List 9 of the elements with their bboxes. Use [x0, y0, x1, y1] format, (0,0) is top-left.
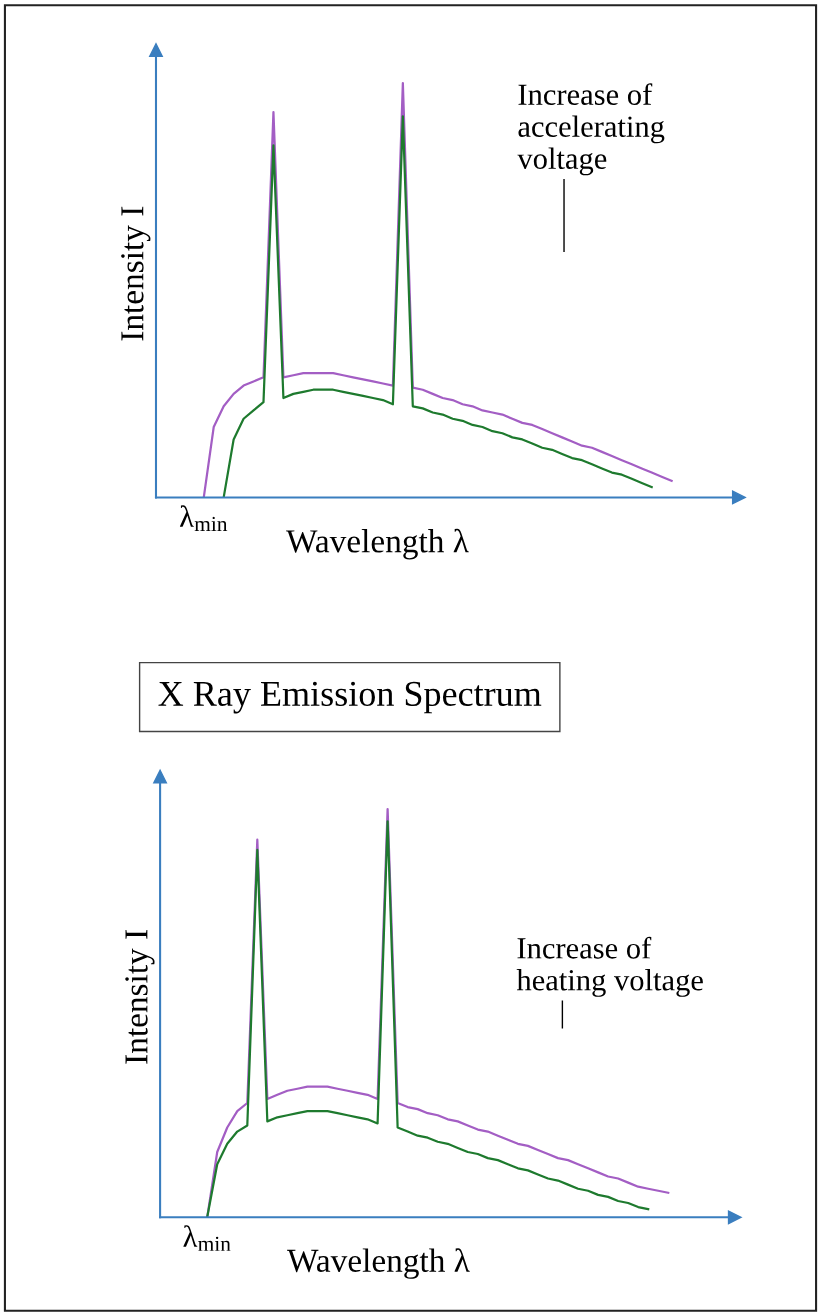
- text: λ$_{min}$: [183, 1225, 231, 1251]
- x-axis-title: Wavelength λ: [286, 528, 469, 560]
- y-axis-title: Intensity I: [125, 930, 155, 1064]
- y-axis-title: Intensity I: [121, 206, 151, 341]
- x-axis-title: Wavelength λ: [287, 1248, 470, 1279]
- annotation: Increase of accelerating voltage: [517, 83, 665, 176]
- text: λ$_{min}$: [179, 505, 228, 532]
- annotation: Increase of heating voltage: [516, 936, 703, 997]
- chart-title: X Ray Emission Spectrum: [158, 681, 542, 714]
